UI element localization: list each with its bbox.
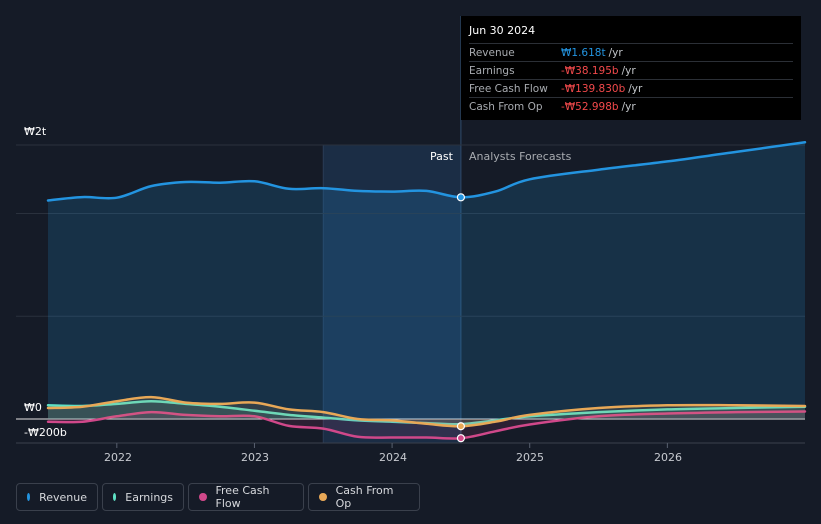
x-tick-label: 2023 — [241, 451, 269, 464]
tooltip-label: Earnings — [469, 64, 515, 77]
past-label: Past — [430, 150, 453, 163]
x-tick-label: 2026 — [654, 451, 682, 464]
y-axis-label-bottom: -₩200b — [24, 426, 67, 439]
legend-label: Cash From Op — [335, 484, 394, 510]
tooltip: Jun 30 2024 Revenue ₩1.618t /yr Earnings… — [461, 16, 801, 120]
current-point-free-cash-flow — [456, 434, 466, 443]
series-line-cash-from-op — [46, 395, 807, 428]
x-tick-label: 2025 — [516, 451, 544, 464]
y-axis-label-top: ₩2t — [24, 125, 47, 138]
series-area-revenue — [48, 142, 805, 420]
y-axis-label-zero: ₩0 — [24, 401, 42, 414]
forecast-label: Analysts Forecasts — [469, 150, 572, 163]
tooltip-row-earnings: Earnings -₩38.195b /yr — [469, 61, 793, 79]
tooltip-label: Revenue — [469, 46, 515, 59]
legend-item-free-cash-flow[interactable]: Free Cash Flow — [188, 483, 304, 511]
tooltip-row-revenue: Revenue ₩1.618t /yr — [469, 43, 793, 61]
tooltip-unit: /yr — [621, 64, 636, 77]
legend-item-revenue[interactable]: Revenue — [16, 483, 98, 511]
tooltip-unit: /yr — [621, 100, 636, 113]
tooltip-row-cash-from-op: Cash From Op -₩52.998b /yr — [469, 97, 793, 115]
tooltip-unit: /yr — [608, 46, 623, 59]
tooltip-label: Cash From Op — [469, 100, 543, 113]
tooltip-value: -₩52.998b — [561, 100, 619, 113]
x-tick-label: 2024 — [379, 451, 407, 464]
series-area-earnings — [48, 401, 805, 425]
legend-label: Revenue — [39, 490, 87, 504]
current-point-cash-from-op — [456, 422, 466, 431]
tooltip-value: -₩139.830b — [561, 82, 626, 95]
series-line-revenue — [46, 141, 807, 202]
legend-label: Earnings — [125, 490, 173, 504]
past-highlight-region — [323, 145, 461, 443]
tooltip-date: Jun 30 2024 — [469, 24, 536, 37]
legend-dot — [319, 493, 327, 501]
legend-dot — [199, 493, 207, 501]
legend-dot — [113, 493, 117, 501]
x-tick-label: 2022 — [104, 451, 132, 464]
legend-item-earnings[interactable]: Earnings — [102, 483, 184, 511]
tooltip-label: Free Cash Flow — [469, 82, 548, 95]
tooltip-unit: /yr — [628, 82, 643, 95]
legend-dot — [27, 493, 31, 501]
series-line-free-cash-flow — [46, 410, 807, 440]
legend-item-cash-from-op[interactable]: Cash From Op — [308, 483, 420, 511]
current-point-revenue — [456, 193, 466, 202]
tooltip-value: -₩38.195b — [561, 64, 619, 77]
tooltip-value: ₩1.618t — [561, 46, 606, 59]
series-area-cash-from-op — [48, 397, 805, 427]
legend-label: Free Cash Flow — [215, 484, 270, 510]
tooltip-row-free-cash-flow: Free Cash Flow -₩139.830b /yr — [469, 79, 793, 97]
